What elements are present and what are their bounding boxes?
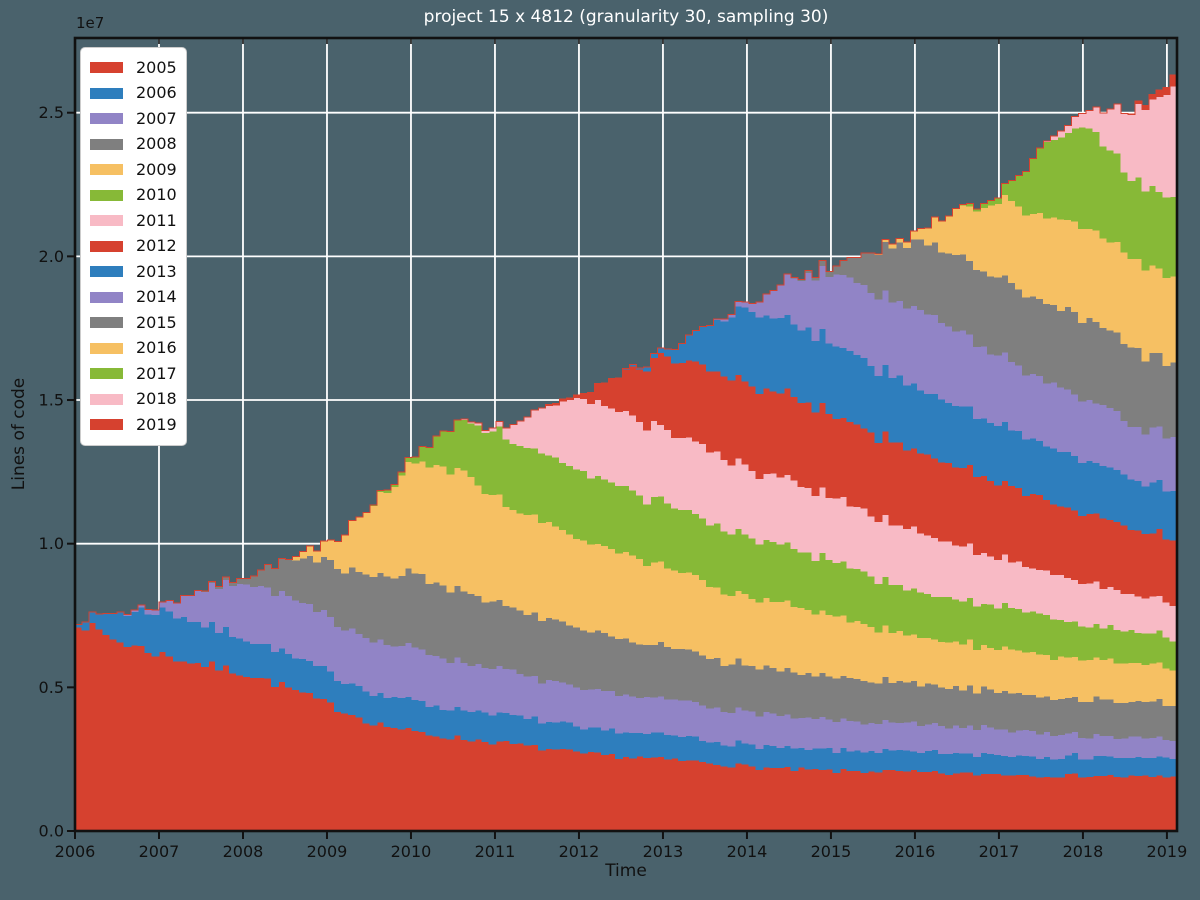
legend-label: 2009 [136,159,177,179]
legend-swatch-2007 [90,113,123,125]
legend-label: 2016 [136,338,177,358]
x-tick-label: 2018 [1063,842,1104,861]
legend-item-2005: 2005 [90,55,177,81]
tick-labels: 2006 2007 2008 2009 2010 2011 2012 2013 2014 2015… [39,103,1188,861]
legend-item-2010: 2010 [90,183,177,209]
x-tick-label: 2006 [55,842,96,861]
legend-label: 2010 [136,185,177,205]
y-tick-label: 1.0 [39,534,64,553]
legend-swatch-2010 [90,189,123,201]
legend-label: 2017 [136,363,177,383]
legend-swatch-2011 [90,215,123,227]
legend-label: 2008 [136,134,177,154]
legend-label: 2005 [136,57,177,77]
legend-label: 2019 [136,414,177,434]
legend-item-2013: 2013 [90,259,177,285]
legend-label: 2007 [136,108,177,128]
axes-spines [73,36,1179,833]
legend-swatch-2016 [90,342,123,354]
legend-item-2012: 2012 [90,234,177,260]
legend-swatch-2008 [90,138,123,150]
x-tick-label: 2007 [139,842,180,861]
legend-label: 2006 [136,83,177,103]
x-tick-label: 2011 [475,842,516,861]
y-tick-label: 2.5 [39,103,64,122]
x-tick-label: 2009 [307,842,348,861]
x-tick-label: 2015 [811,842,852,861]
legend-item-2016: 2016 [90,336,177,362]
x-tick-label: 2013 [643,842,684,861]
x-tick-label: 2010 [391,842,432,861]
legend-label: 2012 [136,236,177,256]
legend-swatch-2019 [90,419,123,431]
legend-label: 2015 [136,312,177,332]
y-tick-label: 2.0 [39,247,64,266]
legend-item-2015: 2015 [90,310,177,336]
y-tick-label: 0.0 [39,822,64,841]
legend-item-2006: 2006 [90,81,177,107]
legend-item-2018: 2018 [90,387,177,413]
legend-label: 2011 [136,210,177,230]
legend-swatch-2014 [90,291,123,303]
legend-swatch-2017 [90,368,123,380]
legend-swatch-2005 [90,62,123,74]
y-tick-label: 0.5 [39,678,64,697]
x-tick-label: 2008 [223,842,264,861]
legend-item-2011: 2011 [90,208,177,234]
x-tick-label: 2016 [895,842,936,861]
legend-item-2017: 2017 [90,361,177,387]
legend-swatch-2015 [90,317,123,329]
tick-marks [67,38,1168,839]
legend-item-2009: 2009 [90,157,177,183]
legend: 2005 2006 2007 2008 2009 2010 2011 2012 2013 2014… [80,47,187,446]
y-tick-label: 1.5 [39,391,64,410]
legend-item-2008: 2008 [90,132,177,158]
legend-swatch-2009 [90,164,123,176]
x-tick-label: 2019 [1147,842,1188,861]
x-tick-label: 2014 [727,842,768,861]
legend-swatch-2018 [90,393,123,405]
x-tick-label: 2012 [559,842,600,861]
stacked-areas [75,74,1177,831]
legend-item-2007: 2007 [90,106,177,132]
legend-label: 2018 [136,389,177,409]
legend-label: 2013 [136,261,177,281]
legend-item-2019: 2019 [90,412,177,438]
legend-swatch-2013 [90,266,123,278]
legend-swatch-2006 [90,87,123,99]
area-cohort-2019 [75,74,1177,625]
legend-swatch-2012 [90,240,123,252]
legend-item-2014: 2014 [90,285,177,311]
x-tick-label: 2017 [979,842,1020,861]
legend-label: 2014 [136,287,177,307]
